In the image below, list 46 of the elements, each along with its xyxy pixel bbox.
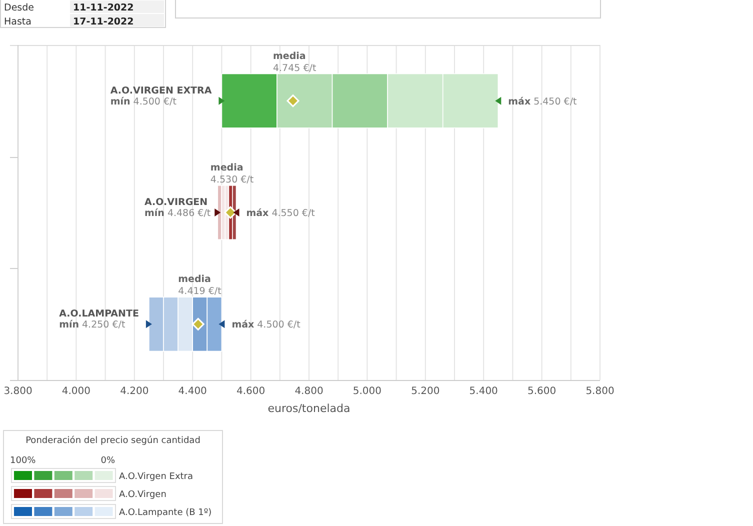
x-tick-label: 4.000 — [62, 386, 91, 398]
text: 11-11-2022 — [73, 2, 134, 14]
annotation: media — [178, 274, 211, 286]
text: 0% — [100, 456, 116, 466]
legend-title: Ponderación del precio según cantidad — [26, 435, 200, 446]
text: A.O.Virgen Extra — [119, 472, 194, 482]
x-tick-label: 4.800 — [294, 386, 324, 398]
annotation: 4.745 €/t — [272, 62, 316, 74]
text: Desde — [4, 2, 34, 14]
text: 100% — [10, 456, 36, 466]
y-tick-label: A.O.VIRGEN EXTRA — [110, 85, 212, 96]
x-tick-label: 4.200 — [120, 386, 149, 398]
annotation: mín — [144, 208, 165, 219]
text: A.O.Virgen — [119, 490, 166, 500]
annotation: 4.530 €/t — [210, 174, 254, 186]
annotation: 4.419 €/t — [178, 286, 222, 298]
x-tick-label: 5.200 — [411, 386, 440, 398]
x-tick-label: 5.600 — [527, 386, 556, 398]
annotation: máx — [246, 208, 269, 219]
annotation: 5.450 €/t — [534, 96, 578, 108]
y-tick-label: A.O.LAMPANTE — [59, 308, 139, 320]
text: 17-11-2022 — [73, 16, 134, 28]
annotation: máx — [508, 96, 531, 108]
annotation: mín — [110, 96, 131, 108]
x-tick-label: 5.800 — [586, 386, 614, 398]
annotation: 4.486 €/t — [167, 208, 211, 219]
x-tick-label: 4.600 — [236, 386, 266, 398]
annotation: media — [210, 162, 244, 174]
text: A.O.Lampante (B 1º) — [119, 508, 212, 518]
y-tick-label: A.O.VIRGEN — [144, 197, 208, 208]
annotation: 4.500 €/t — [133, 96, 177, 108]
x-tick-label: 5.400 — [469, 386, 498, 398]
annotation: 4.550 €/t — [272, 208, 316, 219]
x-tick-label: 5.000 — [352, 386, 382, 398]
annotation: 4.250 €/t — [82, 320, 126, 331]
text: Hasta — [4, 16, 32, 28]
annotation: media — [272, 50, 306, 62]
point — [286, 94, 300, 108]
point — [224, 206, 237, 219]
annotation: máx — [232, 320, 254, 331]
annotation: 4.500 €/t — [257, 320, 301, 331]
point — [192, 318, 204, 330]
x-tick-label: 4.400 — [178, 386, 207, 398]
x-axis-title: euros/tonelada — [268, 402, 350, 415]
x-tick-label: 3.800 — [4, 386, 32, 398]
annotation: mín — [59, 320, 80, 331]
